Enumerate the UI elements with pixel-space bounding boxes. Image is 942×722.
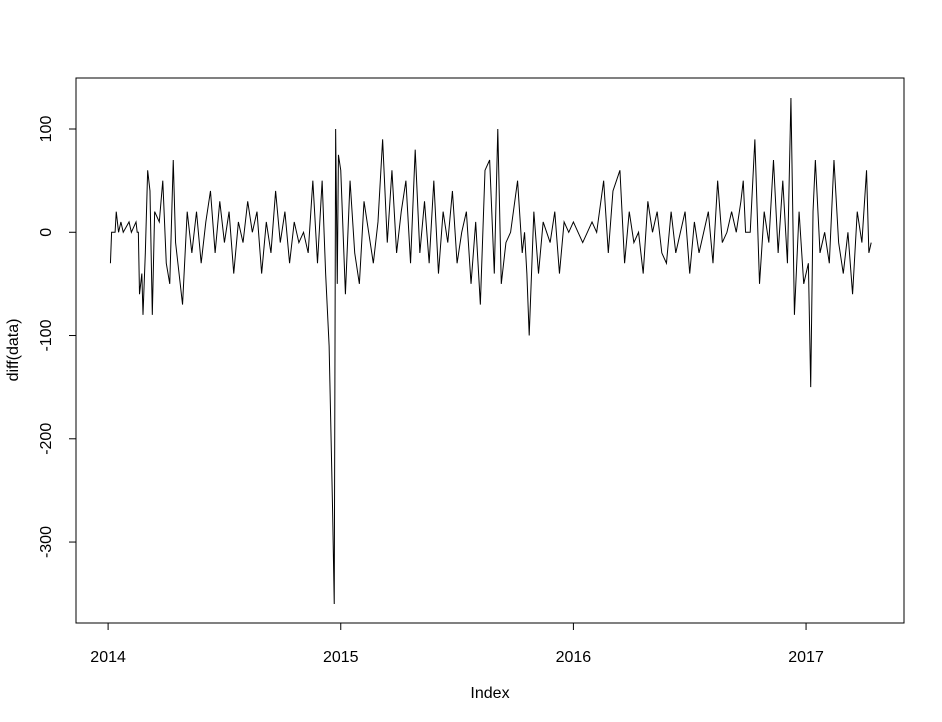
y-tick-label: -100 bbox=[38, 319, 55, 351]
y-tick-label: -200 bbox=[38, 423, 55, 455]
x-tick-label: 2015 bbox=[323, 649, 359, 666]
x-tick-label: 2016 bbox=[556, 649, 592, 666]
y-tick-label: -300 bbox=[38, 526, 55, 558]
y-tick-label: 0 bbox=[38, 228, 55, 237]
x-tick-label: 2017 bbox=[788, 649, 824, 666]
x-tick-label: 2014 bbox=[90, 649, 126, 666]
y-tick-label: 100 bbox=[38, 116, 55, 143]
plot-box bbox=[75, 77, 905, 624]
x-axis-title: Index bbox=[470, 685, 509, 702]
data-line bbox=[109, 98, 872, 605]
y-axis-title: diff(data) bbox=[5, 319, 22, 382]
